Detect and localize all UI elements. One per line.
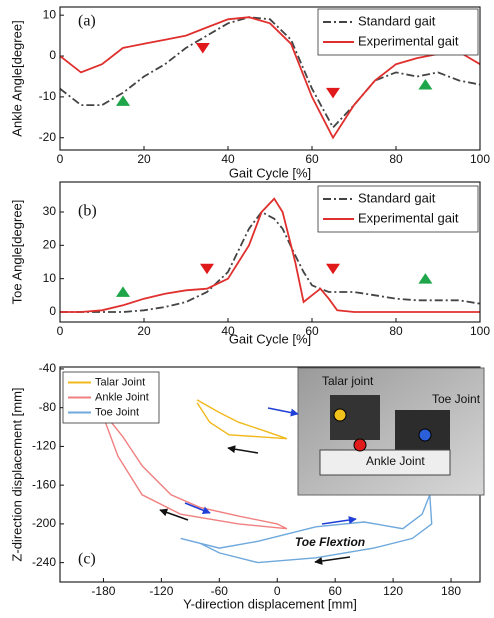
panel-label: (a) xyxy=(78,13,96,30)
x-tick-label: 0 xyxy=(57,324,64,338)
x-tick-label: -60 xyxy=(211,584,229,598)
inset-label: Ankle Joint xyxy=(366,454,425,468)
triangle-marker xyxy=(116,286,130,297)
plot-frame xyxy=(59,6,481,151)
x-tick-label: 180 xyxy=(441,584,461,598)
x-tick-label: 40 xyxy=(221,324,235,338)
x-tick-label: 20 xyxy=(137,324,151,338)
y-axis-label: Toe Angle[degree] xyxy=(9,200,24,305)
series-line xyxy=(60,197,480,313)
x-axis-label: Gait Cycle [%] xyxy=(229,165,311,180)
series-line xyxy=(196,399,288,440)
y-tick-label: -200 xyxy=(32,516,56,530)
legend-label: Standard gait xyxy=(358,13,436,28)
x-tick-label: 20 xyxy=(137,152,151,166)
legend-label: Experimental gait xyxy=(358,33,459,48)
x-tick-label: -120 xyxy=(149,584,173,598)
plot-panel: -240 -200 -160 -120 -80 -40 -180 -120 -60 0 60 120 1… xyxy=(9,361,481,611)
legend-label: Experimental gait xyxy=(358,210,459,225)
x-tick-label: 100 xyxy=(470,324,490,338)
series-line xyxy=(60,16,480,140)
x-tick-label: 60 xyxy=(328,584,342,598)
plot-frame xyxy=(59,181,481,323)
x-tick-label: 80 xyxy=(389,324,403,338)
triangle-marker xyxy=(200,263,214,275)
legend-label: Standard gait xyxy=(358,190,436,205)
y-tick-label: 20 xyxy=(43,238,57,252)
series-line xyxy=(180,494,433,564)
legend-label: Ankle Joint xyxy=(95,391,149,403)
x-tick-label: 0 xyxy=(57,152,64,166)
x-tick-label: 60 xyxy=(305,152,319,166)
inset-label: Toe Joint xyxy=(432,392,481,406)
panel-label: (b) xyxy=(78,203,97,220)
y-tick-label: 10 xyxy=(43,271,57,285)
legend-box xyxy=(317,8,479,56)
y-tick-label: -20 xyxy=(39,130,57,144)
y-tick-label: -240 xyxy=(32,555,56,569)
triangle-marker xyxy=(418,79,433,90)
annotation: Toe Flextion xyxy=(295,535,365,549)
y-tick-label: 0 xyxy=(49,304,56,318)
series-line xyxy=(102,412,288,530)
legend-box xyxy=(317,185,479,233)
triangle-marker xyxy=(418,273,433,284)
y-axis-label: Ankle Angle[degree] xyxy=(9,20,24,136)
legend-label: Talar Joint xyxy=(95,376,145,388)
triangle-marker xyxy=(116,95,130,106)
legend-label: Toe Joint xyxy=(95,406,139,418)
plot-panel: 0 10 20 30 0 20 40 60 80 100 Gait Cycle [%] Toe Ang… xyxy=(9,181,490,346)
x-tick-label: 100 xyxy=(470,152,490,166)
x-axis-label: Gait Cycle [%] xyxy=(229,331,311,346)
series-line xyxy=(60,16,480,130)
x-axis-label: Y-direction displacement [mm] xyxy=(183,596,357,611)
inset-photo: Talar joint Toe Joint Ankle Joint xyxy=(297,367,485,496)
y-tick-label: -80 xyxy=(39,400,57,414)
x-tick-label: 40 xyxy=(221,152,235,166)
y-tick-label: 10 xyxy=(43,7,57,21)
x-tick-label: -180 xyxy=(91,584,115,598)
inset-label: Talar joint xyxy=(322,374,374,388)
x-tick-label: 80 xyxy=(389,152,403,166)
y-tick-label: -120 xyxy=(32,439,56,453)
y-axis-label: Z-direction displacement [mm] xyxy=(9,387,24,561)
y-tick-label: -10 xyxy=(39,89,57,103)
triangle-marker xyxy=(195,42,210,54)
x-tick-label: 60 xyxy=(305,324,319,338)
triangle-marker xyxy=(326,263,340,275)
panel-label: (c) xyxy=(78,551,96,568)
y-tick-label: 0 xyxy=(49,48,56,62)
series-line xyxy=(60,210,480,313)
y-tick-label: -160 xyxy=(32,477,56,491)
x-tick-label: 0 xyxy=(274,584,281,598)
y-tick-label: -40 xyxy=(39,361,57,375)
arrows xyxy=(159,407,357,565)
triangle-marker xyxy=(326,87,340,99)
x-tick-label: 120 xyxy=(383,584,403,598)
y-tick-label: 30 xyxy=(43,204,57,218)
